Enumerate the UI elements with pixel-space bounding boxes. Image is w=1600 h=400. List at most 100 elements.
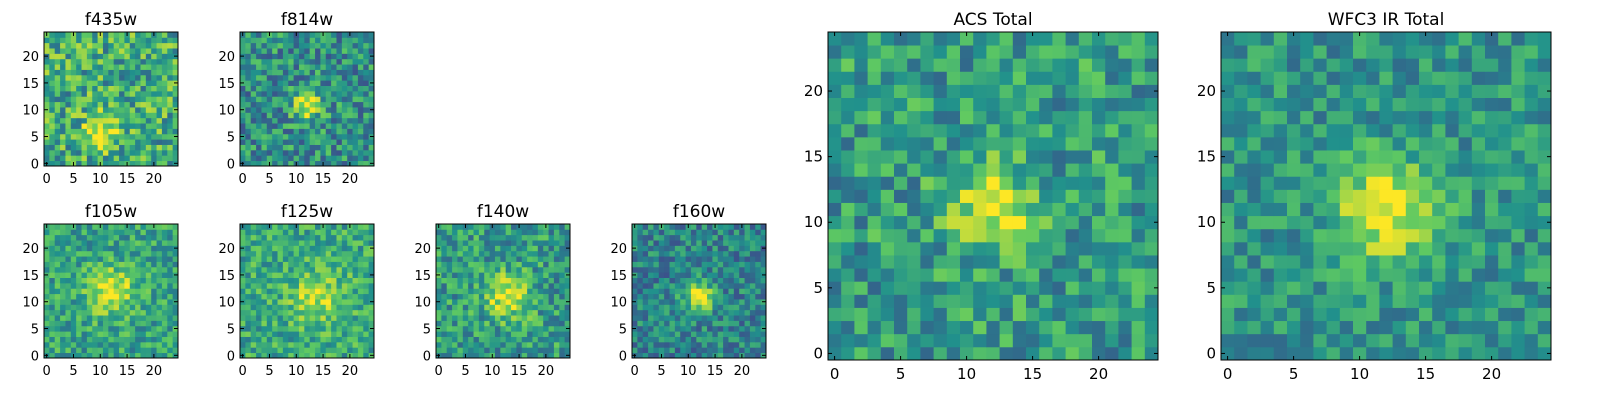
heatmap-cell bbox=[500, 245, 507, 252]
heatmap-cell bbox=[841, 320, 855, 335]
heatmap-cell bbox=[500, 336, 507, 343]
heatmap-cell bbox=[760, 309, 767, 316]
heatmap-cell bbox=[462, 336, 469, 343]
heatmap-cell bbox=[494, 288, 501, 295]
heatmap-cell bbox=[140, 336, 147, 343]
heatmap-cell bbox=[325, 74, 332, 81]
heatmap-cell bbox=[457, 331, 464, 337]
heatmap-cell bbox=[309, 144, 316, 151]
heatmap-cell bbox=[309, 117, 316, 124]
heatmap-cell bbox=[696, 240, 703, 246]
heatmap-cell bbox=[712, 299, 719, 305]
heatmap-cell bbox=[548, 293, 555, 300]
heatmap-cell bbox=[999, 228, 1014, 243]
y-tick-label: 10 bbox=[218, 104, 235, 119]
heatmap-cell bbox=[331, 42, 337, 49]
heatmap-cell bbox=[256, 85, 262, 92]
heatmap-cell bbox=[1419, 333, 1433, 348]
heatmap-cell bbox=[1379, 176, 1393, 190]
heatmap-cell bbox=[167, 139, 174, 145]
heatmap-cell bbox=[457, 336, 464, 343]
heatmap-cell bbox=[336, 74, 343, 81]
heatmap-cell bbox=[537, 266, 544, 273]
heatmap-cell bbox=[70, 315, 77, 321]
heatmap-cell bbox=[60, 149, 66, 156]
heatmap-cell bbox=[723, 277, 729, 284]
heatmap-cell bbox=[1012, 71, 1027, 85]
heatmap-cell bbox=[298, 282, 305, 289]
heatmap-cell bbox=[266, 240, 273, 246]
heatmap-cell bbox=[352, 277, 359, 284]
heatmap-cell bbox=[315, 48, 321, 54]
heatmap-cell bbox=[1485, 268, 1499, 282]
heatmap-cell bbox=[86, 123, 93, 129]
heatmap-cell bbox=[441, 229, 448, 236]
heatmap-cell bbox=[119, 315, 125, 321]
heatmap-cell bbox=[293, 325, 300, 332]
heatmap-cell bbox=[70, 48, 77, 54]
heatmap-cell bbox=[880, 320, 895, 335]
heatmap-cell bbox=[559, 277, 566, 284]
heatmap-cell bbox=[102, 144, 109, 151]
heatmap-cell bbox=[1273, 281, 1288, 295]
heatmap-cell bbox=[277, 107, 284, 113]
heatmap-cell bbox=[712, 304, 719, 311]
heatmap-cell bbox=[167, 144, 174, 151]
heatmap-cell bbox=[331, 261, 337, 268]
heatmap-cell bbox=[828, 294, 842, 308]
heatmap-cell bbox=[1498, 202, 1512, 217]
heatmap-cell bbox=[156, 234, 163, 241]
heatmap-cell bbox=[167, 155, 174, 162]
heatmap-cell bbox=[266, 74, 273, 81]
heatmap-cell bbox=[907, 150, 921, 164]
heatmap-cell bbox=[489, 261, 496, 268]
heatmap-cell bbox=[1313, 294, 1327, 308]
heatmap-cell bbox=[1458, 346, 1473, 361]
heatmap-cell bbox=[1092, 150, 1106, 164]
heatmap-cell bbox=[1221, 333, 1235, 348]
heatmap-cell bbox=[92, 325, 98, 332]
heatmap-cell bbox=[363, 85, 370, 92]
heatmap-cell bbox=[696, 341, 703, 348]
heatmap-cell bbox=[44, 347, 50, 354]
heatmap-cell bbox=[156, 325, 163, 332]
heatmap-cell bbox=[54, 309, 61, 316]
heatmap-cell bbox=[553, 277, 560, 284]
heatmap-cell bbox=[81, 123, 88, 129]
heatmap-cell bbox=[272, 266, 278, 273]
heatmap-cell bbox=[907, 71, 921, 85]
heatmap-cell bbox=[108, 64, 115, 70]
heatmap-cell bbox=[54, 315, 61, 321]
heatmap-cell bbox=[462, 272, 469, 278]
heatmap-cell bbox=[457, 256, 464, 262]
heatmap-cell bbox=[288, 266, 294, 273]
heatmap-cell bbox=[86, 320, 93, 327]
heatmap-cell bbox=[946, 45, 961, 59]
heatmap-cell bbox=[113, 250, 120, 257]
heatmap-cell bbox=[543, 341, 549, 348]
heatmap-cell bbox=[129, 42, 136, 49]
heatmap-cell bbox=[49, 32, 56, 38]
heatmap-cell bbox=[172, 229, 179, 236]
heatmap-cell bbox=[167, 117, 174, 124]
heatmap-cell bbox=[250, 282, 257, 289]
heatmap-cell bbox=[441, 336, 448, 343]
heatmap-cell bbox=[261, 331, 268, 337]
heatmap-cell bbox=[674, 304, 681, 311]
heatmap-cell bbox=[240, 155, 246, 162]
y-tick-label: 10 bbox=[804, 213, 823, 231]
heatmap-cell bbox=[728, 282, 735, 289]
heatmap-cell bbox=[1524, 189, 1539, 203]
x-tick-label: 0 bbox=[631, 364, 639, 379]
heatmap-cell bbox=[441, 266, 448, 273]
heatmap-cell bbox=[500, 234, 507, 241]
heatmap-cell bbox=[1131, 32, 1146, 46]
heatmap-cell bbox=[1052, 84, 1066, 98]
heatmap-cell bbox=[156, 309, 163, 316]
heatmap-cell bbox=[167, 266, 174, 273]
heatmap-cell bbox=[54, 85, 61, 92]
heatmap-cell bbox=[1445, 189, 1459, 203]
heatmap-cell bbox=[999, 150, 1014, 164]
heatmap-cell bbox=[92, 80, 98, 86]
heatmap-cell bbox=[76, 112, 82, 119]
